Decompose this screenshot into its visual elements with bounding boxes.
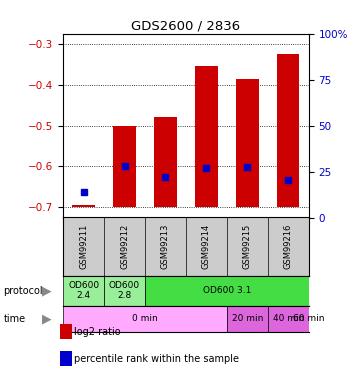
Bar xyxy=(236,79,258,207)
Text: OD600 3.1: OD600 3.1 xyxy=(203,286,251,295)
Text: ▶: ▶ xyxy=(42,284,51,297)
Bar xyxy=(104,276,145,306)
Text: 40 min: 40 min xyxy=(273,314,304,323)
Bar xyxy=(154,117,177,207)
Text: ▶: ▶ xyxy=(42,312,51,325)
Text: log2 ratio: log2 ratio xyxy=(74,327,121,337)
Text: GSM99214: GSM99214 xyxy=(202,224,211,269)
Text: GSM99216: GSM99216 xyxy=(284,224,293,269)
Text: 60 min: 60 min xyxy=(293,314,325,323)
Title: GDS2600 / 2836: GDS2600 / 2836 xyxy=(131,20,240,33)
Bar xyxy=(195,66,218,207)
Text: protocol: protocol xyxy=(4,286,43,296)
Text: 0 min: 0 min xyxy=(132,314,158,323)
Text: GSM99215: GSM99215 xyxy=(243,224,252,269)
Text: OD600
2.4: OD600 2.4 xyxy=(68,281,99,300)
Bar xyxy=(227,306,268,332)
Bar xyxy=(145,276,309,306)
Bar xyxy=(113,126,136,207)
Bar xyxy=(268,306,309,332)
Text: GSM99213: GSM99213 xyxy=(161,224,170,269)
Text: OD600
2.8: OD600 2.8 xyxy=(109,281,140,300)
Text: percentile rank within the sample: percentile rank within the sample xyxy=(74,354,239,364)
Text: GSM99211: GSM99211 xyxy=(79,224,88,269)
Bar xyxy=(277,54,299,207)
Bar xyxy=(63,306,227,332)
Text: 20 min: 20 min xyxy=(232,314,263,323)
Text: time: time xyxy=(4,314,26,324)
Bar xyxy=(63,276,104,306)
Text: GSM99212: GSM99212 xyxy=(120,224,129,269)
Bar xyxy=(72,205,95,207)
